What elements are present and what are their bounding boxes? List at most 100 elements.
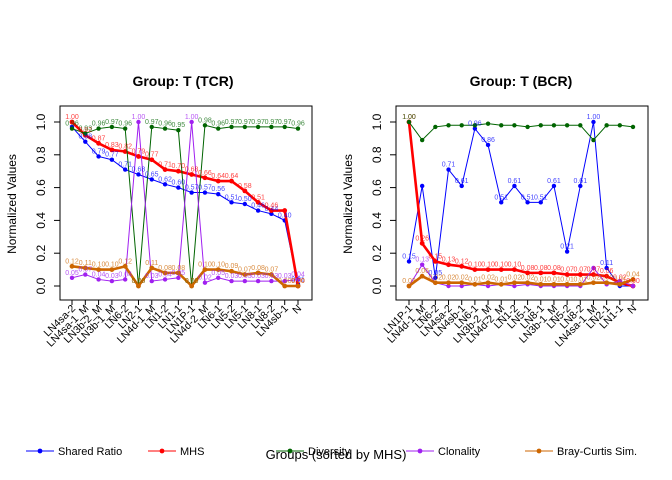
data-point	[109, 267, 115, 272]
data-label: 0.12	[65, 258, 79, 265]
data-point	[525, 200, 530, 205]
data-label: 0.79	[132, 148, 146, 155]
data-label: 0.10	[92, 262, 106, 269]
data-label: 0.02	[613, 275, 627, 282]
data-point	[295, 283, 301, 289]
data-point	[136, 154, 141, 159]
data-label: 0.00	[278, 278, 292, 285]
data-label: 0.01	[494, 276, 508, 283]
data-point	[295, 126, 301, 131]
data-point	[176, 185, 181, 190]
legend-label: Bray-Curtis Sim.	[557, 446, 637, 458]
data-point	[551, 183, 557, 189]
data-point	[69, 126, 75, 131]
y-tick-label: 0.6	[34, 179, 48, 196]
data-label: 0.13	[442, 257, 456, 264]
x-tick-label: N	[625, 303, 639, 317]
data-label: 0.87	[92, 135, 106, 142]
data-point	[459, 280, 465, 286]
data-label: 0.46	[251, 203, 265, 210]
data-label: 0.08	[158, 265, 172, 272]
data-label: 0.15	[429, 253, 443, 260]
data-point	[604, 280, 610, 286]
data-label: 0.00	[291, 278, 305, 285]
data-label: 0.95	[172, 122, 186, 129]
data-label: 0.03	[402, 278, 416, 285]
data-label: 0.97	[278, 119, 292, 126]
data-point	[189, 190, 194, 195]
data-label: 0.01	[291, 276, 305, 283]
data-point	[69, 275, 75, 280]
data-point	[525, 124, 530, 130]
data-point	[459, 123, 464, 128]
data-point	[96, 154, 101, 159]
data-label: 0.11	[79, 260, 92, 267]
data-point	[202, 267, 208, 272]
data-label: 0.08	[534, 265, 548, 272]
data-point	[577, 272, 583, 277]
data-point	[215, 178, 221, 184]
panel-tcr: Group: T (TCR) Normalized Values 0.0 0.2 0.4…	[5, 73, 313, 350]
data-label: 0.11	[600, 260, 613, 267]
data-point	[149, 157, 155, 163]
data-point	[229, 200, 234, 205]
data-label: 0.13	[415, 257, 429, 264]
data-point	[122, 263, 128, 269]
data-point	[630, 124, 636, 130]
data-label: 0.02	[442, 275, 456, 282]
data-label: 0.10	[508, 262, 522, 269]
data-point	[578, 183, 583, 189]
data-label: 0.77	[145, 152, 159, 159]
data-point	[551, 270, 557, 276]
data-point	[446, 262, 451, 268]
data-label: 0.00	[132, 278, 146, 285]
legend-label: Diversity	[308, 446, 351, 458]
data-point	[122, 126, 128, 131]
data-point	[162, 167, 168, 172]
data-point	[216, 275, 221, 280]
data-label: 0.07	[78, 267, 92, 274]
data-point	[255, 208, 261, 213]
data-point	[591, 265, 596, 271]
data-point	[578, 123, 583, 128]
data-point	[282, 278, 287, 284]
data-point	[175, 168, 181, 174]
data-label: 0.71	[158, 162, 172, 169]
data-point	[255, 199, 261, 205]
data-point	[512, 267, 517, 272]
data-label: 0.03	[145, 273, 159, 280]
legend-marker	[417, 448, 423, 454]
data-label: 0.02	[198, 275, 212, 282]
data-point	[122, 149, 128, 154]
data-point	[498, 267, 504, 272]
data-point	[485, 280, 491, 286]
data-point	[83, 131, 88, 136]
data-point	[617, 123, 623, 128]
data-point	[419, 262, 425, 267]
legend-label: MHS	[180, 446, 204, 458]
data-point	[229, 268, 234, 274]
data-point	[175, 270, 181, 276]
data-point	[525, 270, 530, 276]
data-label: 0.77	[105, 152, 119, 159]
data-point	[472, 123, 478, 128]
data-label: 0.08	[547, 265, 561, 272]
data-point	[96, 140, 101, 146]
data-point	[189, 119, 194, 125]
data-label: 0.10	[481, 262, 495, 269]
data-point	[564, 272, 570, 277]
data-label: 0.97	[238, 119, 252, 126]
data-point	[216, 126, 221, 131]
data-label: 0.00	[185, 278, 199, 285]
series-line-diversity	[408, 121, 634, 141]
data-label: 0.26	[415, 235, 429, 242]
data-point	[604, 265, 609, 271]
data-point	[282, 124, 287, 130]
data-point	[564, 123, 570, 128]
data-point	[149, 278, 154, 284]
data-label: 0.15	[402, 253, 416, 260]
data-label: 0.03	[225, 273, 239, 280]
data-point	[202, 280, 208, 285]
data-label: 0.71	[118, 162, 132, 169]
